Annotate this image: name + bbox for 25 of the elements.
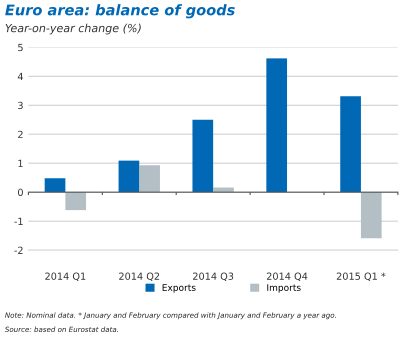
- bar: [360, 192, 382, 238]
- x-tick-label: 2014 Q3: [193, 272, 234, 281]
- y-tick-label: 1: [18, 160, 23, 167]
- y-tick-label: 4: [18, 72, 24, 80]
- chart-subtitle: Year-on-year change (%): [6, 24, 141, 34]
- bar: [139, 165, 160, 192]
- y-tick-label: -1: [14, 218, 23, 225]
- bar: [266, 58, 288, 192]
- y-tick-label: 5: [18, 44, 23, 52]
- legend-label: Exports: [162, 284, 196, 293]
- x-tick-label: 2014 Q2: [119, 272, 160, 281]
- y-tick-label: 3: [18, 102, 23, 110]
- chart-title: Euro area: balance of goods: [5, 4, 235, 18]
- legend-label: Imports: [267, 284, 301, 293]
- x-tick-label: 2014 Q1: [45, 272, 86, 281]
- y-tick-label: 2: [18, 130, 23, 138]
- bar: [192, 120, 214, 192]
- bar: [340, 96, 361, 192]
- x-tick-label: 2015 Q1 *: [336, 272, 386, 281]
- bar: [118, 160, 140, 192]
- y-tick-label: -2: [14, 246, 23, 254]
- bar: [44, 178, 66, 192]
- y-tick-label: 0: [18, 188, 23, 196]
- bar: [65, 192, 86, 210]
- x-tick-label: 2014 Q4: [266, 272, 308, 281]
